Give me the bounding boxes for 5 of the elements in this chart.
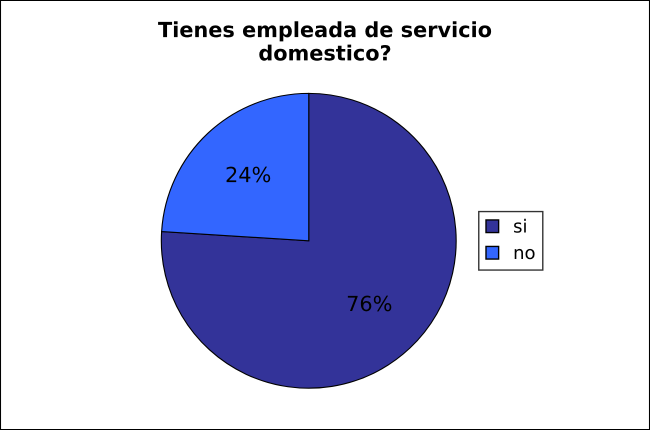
legend-label: no: [514, 248, 535, 260]
legend-label: si: [514, 218, 526, 233]
data-label: 24%: [226, 166, 270, 182]
data-label: 76%: [348, 296, 392, 312]
chart-title: Tienes empleada de servicio domestico?: [158, 21, 492, 61]
